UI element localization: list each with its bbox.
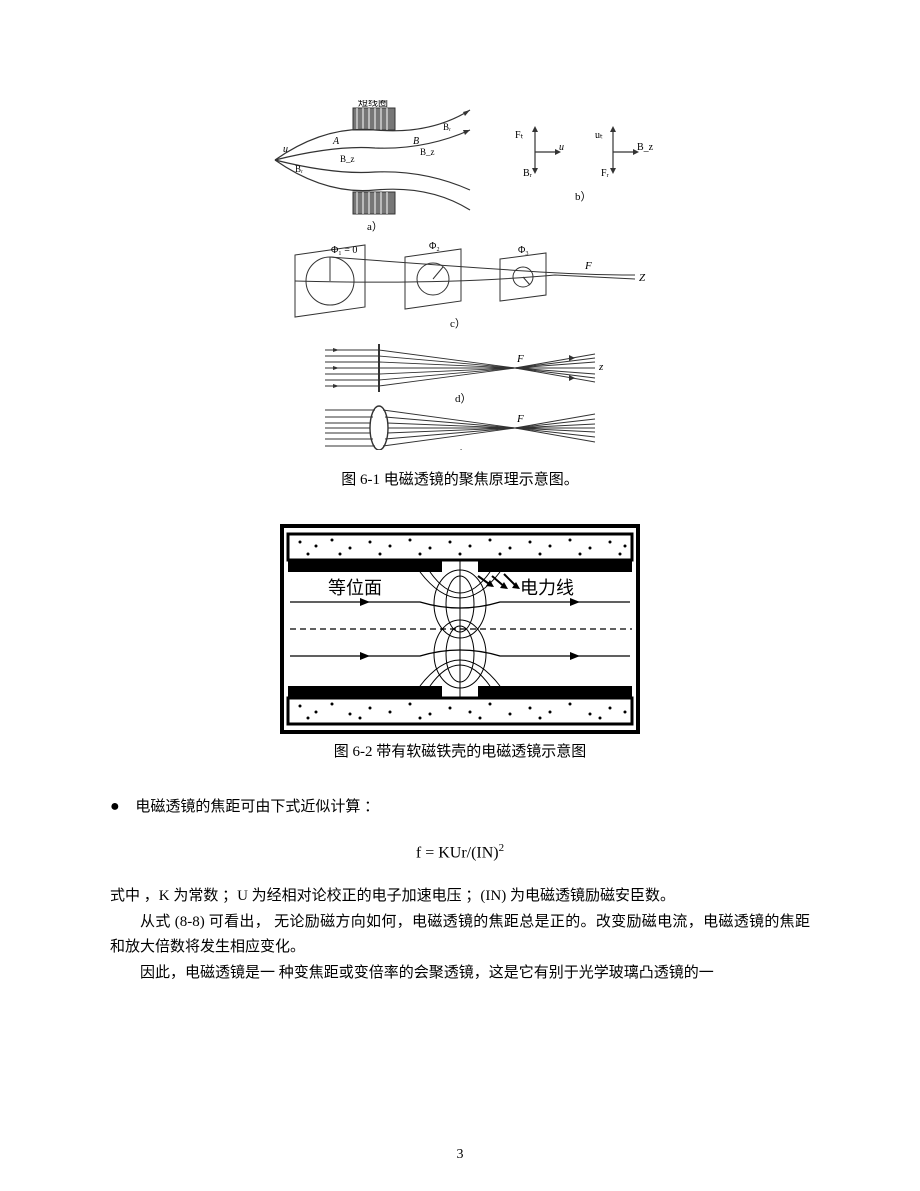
label-a: a） — [367, 220, 383, 233]
page-number: 3 — [0, 1147, 920, 1163]
page-content: 短线圈 u A B Bᵣ — [0, 0, 920, 1026]
coil-label: 短线圈 — [358, 100, 388, 109]
label-F3: F — [516, 413, 524, 425]
label-u2: u — [559, 142, 564, 153]
label-Bz2: B_z — [637, 142, 654, 153]
figure-6-1-svg: 短线圈 u A B Bᵣ — [245, 100, 675, 450]
label-d: d） — [455, 392, 472, 405]
label-phi2: Φ₂ — [429, 241, 440, 252]
label-u: u — [283, 144, 288, 155]
bullet-line: ● 电磁透镜的焦距可由下式近似计算 ： — [110, 793, 810, 821]
label-c: c） — [450, 317, 466, 330]
label-F1: F — [584, 260, 592, 272]
label-Br-r: Bᵣ — [443, 122, 451, 132]
label-Fr: Fᵣ — [601, 168, 610, 179]
label-fieldlines: 电力线 — [520, 578, 574, 598]
figure-6-2: 等位面 电力线 图 6-2 带有软磁铁壳的电磁透镜示意图 — [110, 524, 810, 766]
label-Bz-l: B_z — [340, 154, 355, 164]
label-phi1: Φ₁ = 0 — [331, 245, 357, 256]
label-Z2: z — [598, 361, 604, 373]
label-Br2: Bᵣ — [523, 168, 533, 179]
label-A: A — [332, 136, 340, 147]
bullet-text: 电磁透镜的焦距可由下式近似计算 ： — [135, 799, 379, 815]
label-phi3: Φ₃ — [518, 245, 529, 256]
figure-6-2-svg: 等位面 电力线 — [280, 524, 640, 734]
paragraph-2: 从式 (8-8) 可看出， 无论励磁方向如何，电磁透镜的焦距总是正的。改变励磁电… — [110, 910, 810, 961]
label-e: e） — [455, 448, 471, 450]
label-Ft: Fₜ — [515, 130, 524, 141]
label-B: B — [413, 136, 419, 147]
label-equipotential: 等位面 — [328, 578, 382, 598]
label-Z: Z — [639, 272, 646, 284]
label-F2: F — [516, 353, 524, 365]
figure-6-1: 短线圈 u A B Bᵣ — [110, 100, 810, 450]
label-Bz-r: B_z — [420, 147, 435, 157]
figure-6-2-caption: 图 6-2 带有软磁铁壳的电磁透镜示意图 — [110, 740, 810, 766]
label-ut: uₜ — [595, 130, 603, 141]
paragraph-1: 式中 ，K 为常数 ；U 为经相对论校正的电子加速电压 ；(IN) 为电磁透镜励… — [110, 884, 810, 910]
label-Br-l: Bᵣ — [295, 164, 303, 174]
figure-6-1-caption: 图 6-1 电磁透镜的聚焦原理示意图。 — [110, 468, 810, 494]
bullet-icon: ● — [110, 793, 120, 820]
label-b: b） — [575, 190, 592, 203]
paragraph-3: 因此，电磁透镜是一 种变焦距或变倍率的会聚透镜，这是它有别于光学玻璃凸透镜的一 — [110, 961, 810, 987]
formula: f = KUr/(IN)2 — [110, 839, 810, 867]
